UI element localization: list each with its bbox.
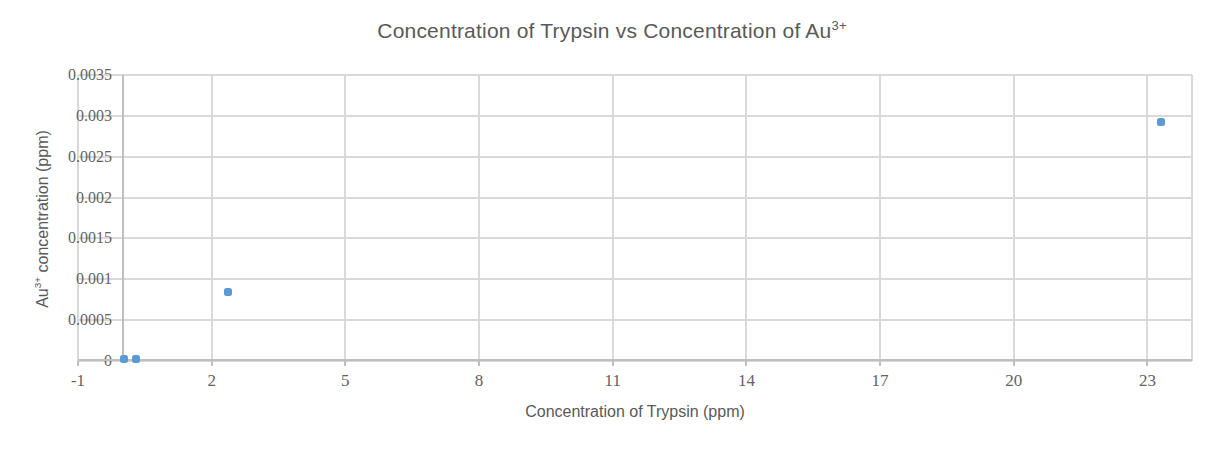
chart-title-superscript: 3+	[831, 18, 846, 33]
chart-title-text: Concentration of Trypsin vs Concentratio…	[377, 19, 831, 42]
x-axis-tickmark	[1013, 361, 1015, 366]
y-gridline	[78, 74, 1192, 76]
x-axis-tick-label: 23	[1139, 371, 1156, 391]
data-point-marker	[1157, 118, 1165, 126]
x-axis-tick-label: -1	[71, 371, 85, 391]
y-gridline	[78, 197, 1192, 199]
x-axis-tickmark	[1146, 361, 1148, 366]
x-axis-tick-label: 11	[605, 371, 621, 391]
x-axis-tick-label: 20	[1005, 371, 1022, 391]
x-axis-title: Concentration of Trypsin (ppm)	[78, 403, 1192, 421]
x-axis-tick-label: 2	[207, 371, 216, 391]
plot-right-border	[1191, 75, 1193, 361]
x-axis-line	[78, 359, 1192, 361]
x-axis-tick-label: 14	[738, 371, 755, 391]
chart-title: Concentration of Trypsin vs Concentratio…	[0, 18, 1224, 43]
x-axis-tickmark	[478, 361, 480, 366]
x-gridline	[1146, 75, 1148, 361]
x-axis-tick-label: 17	[872, 371, 889, 391]
y-axis-tick-label: 0.003	[0, 107, 112, 125]
x-gridline	[1013, 75, 1015, 361]
y-gridline	[78, 115, 1192, 117]
y-gridline	[78, 237, 1192, 239]
x-axis-tickmark	[612, 361, 614, 366]
x-gridline	[745, 75, 747, 361]
y-axis-tick-label: 0.0025	[0, 148, 112, 166]
data-point-marker	[132, 355, 140, 363]
x-gridline	[612, 75, 614, 361]
x-gridline	[211, 75, 213, 361]
x-axis-tickmark	[77, 361, 79, 366]
x-axis-tickmark	[211, 361, 213, 366]
y-gridline	[78, 278, 1192, 280]
scatter-chart: Concentration of Trypsin vs Concentratio…	[0, 0, 1224, 455]
x-axis-tick-label: 5	[341, 371, 350, 391]
x-gridline	[344, 75, 346, 361]
x-axis-tick-label: 8	[475, 371, 484, 391]
y-axis-tick-label: 0.002	[0, 189, 112, 207]
y-gridline	[78, 156, 1192, 158]
y-axis-tick-label: 0	[0, 352, 112, 370]
x-gridline	[478, 75, 480, 361]
y-axis-line	[122, 75, 124, 361]
y-axis-tick-label: 0.0035	[0, 66, 112, 84]
x-gridline	[879, 75, 881, 361]
data-point-marker	[120, 355, 128, 363]
plot-area	[78, 75, 1192, 361]
data-point-marker	[224, 288, 232, 296]
y-gridline	[78, 319, 1192, 321]
y-axis-tick-label: 0.0015	[0, 229, 112, 247]
y-axis-tick-label: 0.001	[0, 270, 112, 288]
x-axis-tickmark	[745, 361, 747, 366]
x-axis-tickmark	[344, 361, 346, 366]
x-axis-tickmark	[879, 361, 881, 366]
y-axis-title-prefix: Au	[34, 288, 51, 308]
y-axis-tick-label: 0.0005	[0, 311, 112, 329]
